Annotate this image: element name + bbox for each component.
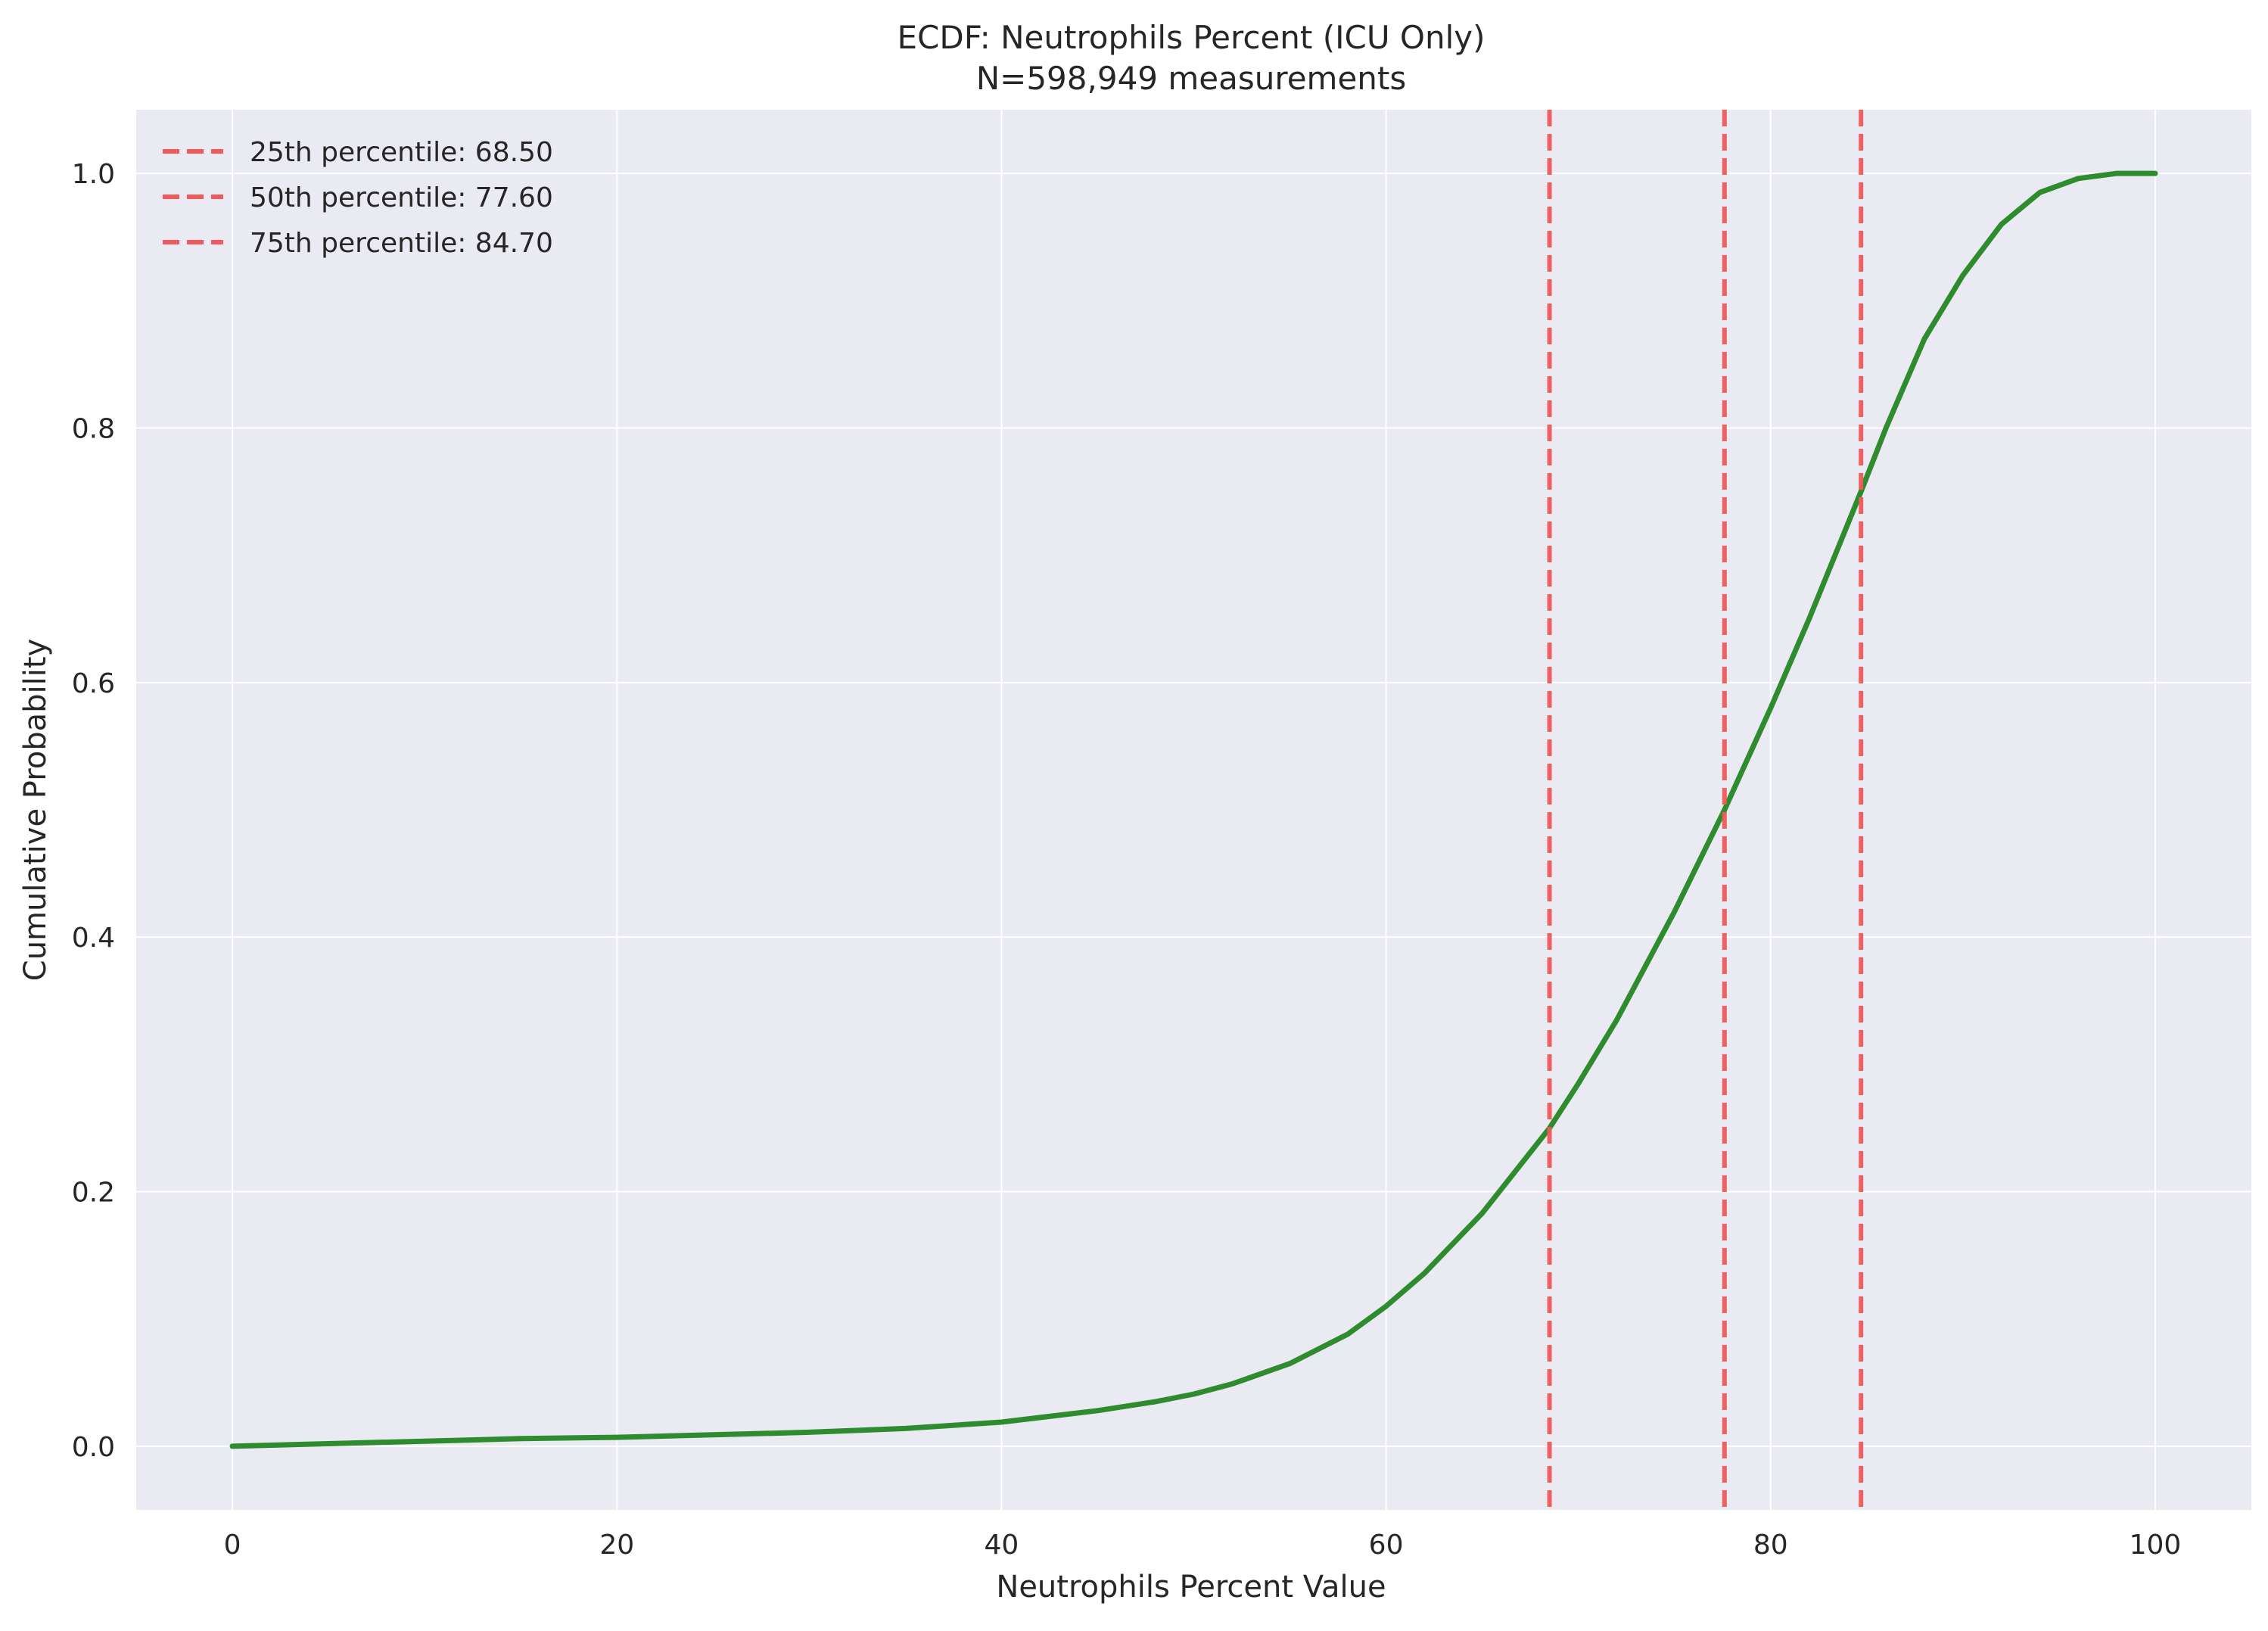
y-tick-label: 0.0 bbox=[72, 1432, 115, 1463]
legend-label-3: 75th percentile: 84.70 bbox=[250, 228, 553, 259]
x-tick-label: 100 bbox=[2130, 1530, 2182, 1561]
percentile-lines bbox=[1547, 110, 1864, 1510]
plot-area bbox=[136, 110, 2251, 1510]
legend-label-1: 25th percentile: 68.50 bbox=[250, 137, 553, 168]
chart-title: ECDF: Neutrophils Percent (ICU Only) bbox=[898, 19, 1486, 56]
x-axis-label: Neutrophils Percent Value bbox=[996, 1570, 1386, 1605]
legend: 25th percentile: 68.50 50th percentile: 7… bbox=[163, 137, 553, 259]
grid-lines bbox=[136, 110, 2251, 1510]
legend-label-2: 50th percentile: 77.60 bbox=[250, 182, 553, 213]
tick-labels: 0 20 40 60 80 100 0.0 0.2 0.4 0.6 0.8 1.0 bbox=[72, 159, 2182, 1561]
x-tick-label: 20 bbox=[599, 1530, 634, 1561]
y-tick-label: 0.6 bbox=[72, 668, 115, 699]
x-tick-label: 40 bbox=[985, 1530, 1019, 1561]
chart-subtitle: N=598,949 measurements bbox=[976, 60, 1407, 97]
y-tick-label: 1.0 bbox=[72, 159, 115, 190]
ecdf-series-line bbox=[229, 170, 2158, 1449]
x-tick-label: 60 bbox=[1369, 1530, 1404, 1561]
series-layer bbox=[229, 170, 2158, 1449]
x-tick-label: 80 bbox=[1753, 1530, 1788, 1561]
y-tick-label: 0.8 bbox=[72, 413, 115, 444]
x-tick-label: 0 bbox=[224, 1530, 241, 1561]
y-axis-label: Cumulative Probability bbox=[18, 639, 53, 981]
y-tick-label: 0.2 bbox=[72, 1178, 115, 1209]
y-tick-label: 0.4 bbox=[72, 923, 115, 954]
